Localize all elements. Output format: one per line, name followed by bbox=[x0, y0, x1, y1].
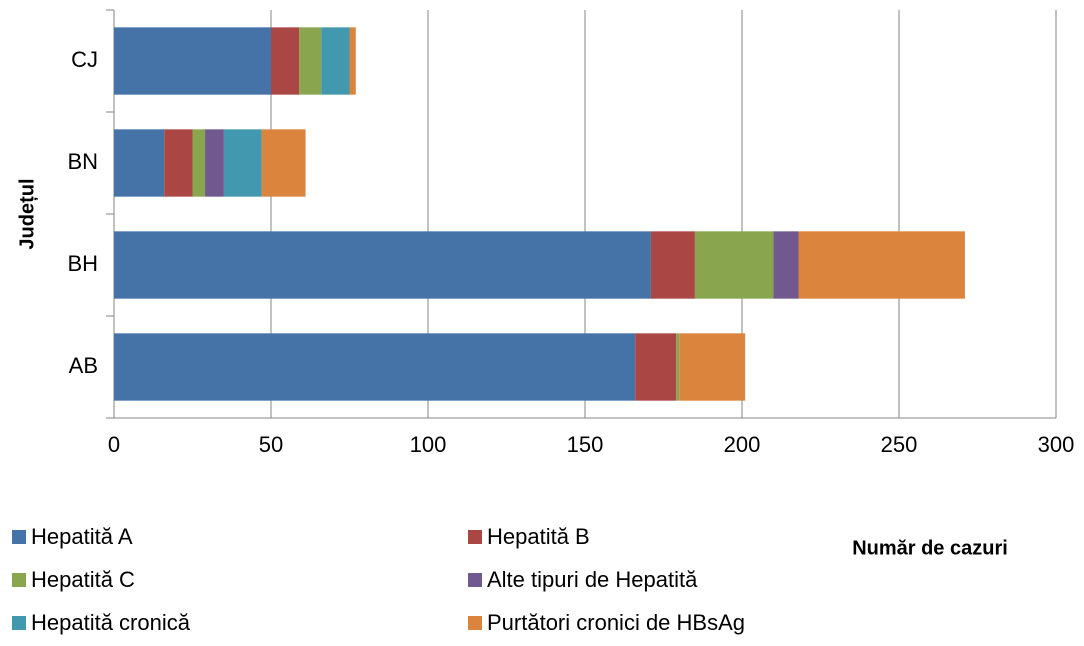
y-tick-label: BH bbox=[67, 251, 98, 276]
x-tick-label: 0 bbox=[108, 432, 120, 457]
legend-swatch bbox=[12, 573, 26, 587]
bar-segment bbox=[798, 231, 965, 299]
legend-label: Alte tipuri de Hepatită bbox=[487, 567, 698, 592]
legend-label: Hepatită A bbox=[31, 524, 133, 549]
bar-segment bbox=[114, 333, 636, 401]
legend-label: Hepatită C bbox=[31, 567, 135, 592]
x-tick-label: 100 bbox=[410, 432, 447, 457]
bar-segment bbox=[205, 129, 224, 197]
legend-swatch bbox=[468, 530, 482, 544]
bar-segment bbox=[164, 129, 193, 197]
bar-segment bbox=[349, 27, 356, 95]
x-tick-label: 300 bbox=[1038, 432, 1075, 457]
legend-swatch bbox=[12, 530, 26, 544]
legend-swatch bbox=[468, 616, 482, 630]
legend-label: Hepatită B bbox=[487, 524, 590, 549]
y-tick-label: AB bbox=[69, 353, 98, 378]
bar-segment bbox=[676, 333, 680, 401]
bar-segment bbox=[223, 129, 262, 197]
x-tick-label: 250 bbox=[881, 432, 918, 457]
legend-swatch bbox=[12, 616, 26, 630]
bar-segment bbox=[114, 27, 271, 95]
bar-segment bbox=[650, 231, 695, 299]
x-tick-label: 50 bbox=[259, 432, 283, 457]
bar-segment bbox=[321, 27, 350, 95]
y-axis-label: Județul bbox=[16, 178, 38, 249]
bar-segment bbox=[271, 27, 300, 95]
bar-segment bbox=[694, 231, 774, 299]
bar-segment bbox=[114, 231, 651, 299]
y-tick-label: BN bbox=[67, 149, 98, 174]
x-axis-label: Număr de cazuri bbox=[852, 537, 1008, 559]
legend-label: Hepatită cronică bbox=[31, 610, 191, 635]
x-tick-label: 150 bbox=[567, 432, 604, 457]
legend-swatch bbox=[468, 573, 482, 587]
y-tick-label: CJ bbox=[71, 47, 98, 72]
bar-segment bbox=[635, 333, 677, 401]
bar-segment bbox=[192, 129, 206, 197]
bar-segment bbox=[114, 129, 165, 197]
bar-segment bbox=[299, 27, 322, 95]
bar-segment bbox=[261, 129, 306, 197]
legend-label: Purtători cronici de HBsAg bbox=[487, 610, 745, 635]
bar-segment bbox=[679, 333, 746, 401]
bar-segment bbox=[773, 231, 799, 299]
x-tick-label: 200 bbox=[724, 432, 761, 457]
